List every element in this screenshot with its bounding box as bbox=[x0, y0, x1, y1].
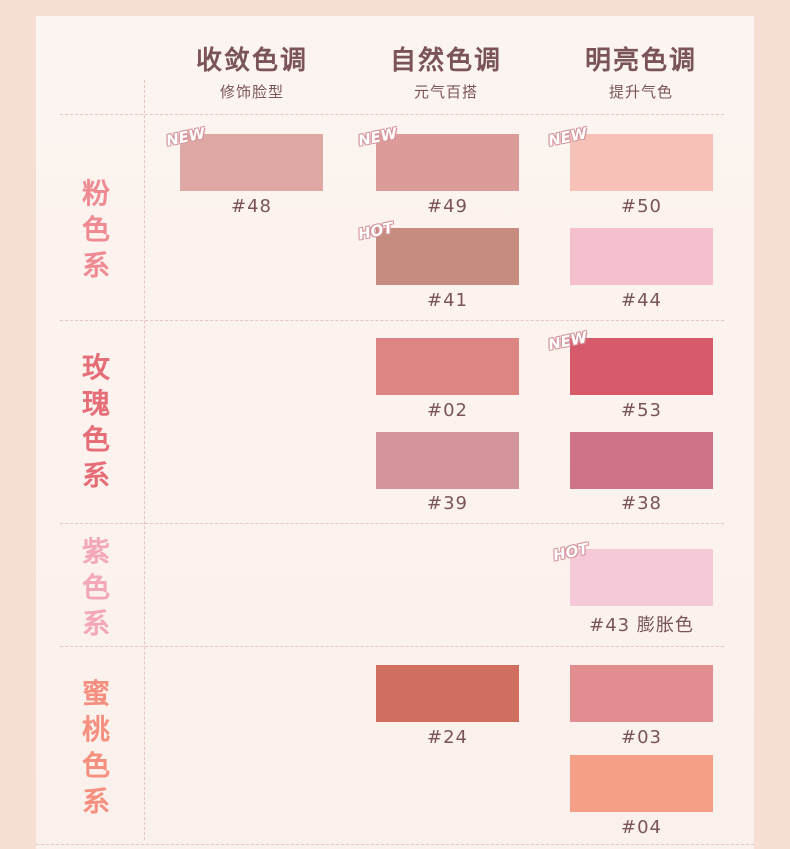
swatch-code: #04 bbox=[621, 817, 662, 838]
category-char: 色 bbox=[81, 571, 110, 604]
swatch-41[interactable] bbox=[376, 228, 519, 285]
swatch-code: #03 bbox=[621, 727, 662, 748]
divider-header bbox=[60, 114, 724, 115]
category-char: 色 bbox=[81, 423, 110, 456]
category-char: 紫 bbox=[81, 535, 110, 568]
category-char: 系 bbox=[81, 249, 110, 282]
swatch-code: #41 bbox=[427, 290, 468, 311]
swatch-04[interactable] bbox=[570, 755, 713, 812]
swatch-03[interactable] bbox=[570, 665, 713, 722]
swatch-24[interactable] bbox=[376, 665, 519, 722]
category-char: 色 bbox=[81, 213, 110, 246]
category-purple: 紫 色 系 bbox=[78, 534, 114, 642]
category-char: 系 bbox=[81, 459, 110, 492]
column-header-natural: 自然色调 元气百搭 bbox=[366, 40, 526, 102]
swatch-49[interactable] bbox=[376, 134, 519, 191]
category-pink: 粉 色 系 bbox=[78, 176, 114, 284]
swatch-53[interactable] bbox=[570, 338, 713, 395]
divider-pink-rose bbox=[60, 320, 724, 321]
category-char: 系 bbox=[81, 785, 110, 818]
column-subtitle: 提升气色 bbox=[608, 83, 673, 101]
column-subtitle: 修饰脸型 bbox=[219, 83, 284, 101]
divider-rose-purple bbox=[60, 523, 724, 524]
swatch-code: #02 bbox=[427, 400, 468, 421]
swatch-code: #50 bbox=[621, 196, 662, 217]
swatch-38[interactable] bbox=[570, 432, 713, 489]
swatch-code: #53 bbox=[621, 400, 662, 421]
column-subtitle: 元气百搭 bbox=[413, 83, 478, 101]
swatch-code: #39 bbox=[427, 493, 468, 514]
swatch-50[interactable] bbox=[570, 134, 713, 191]
swatch-code: #48 bbox=[231, 196, 272, 217]
category-char: 系 bbox=[81, 607, 110, 640]
divider-purple-peach bbox=[60, 646, 724, 647]
column-header-bright: 明亮色调 提升气色 bbox=[561, 40, 721, 102]
swatch-code: #24 bbox=[427, 727, 468, 748]
category-char: 色 bbox=[81, 749, 110, 782]
swatch-code: #44 bbox=[621, 290, 662, 311]
category-char: 瑰 bbox=[81, 387, 110, 420]
swatch-code: #38 bbox=[621, 493, 662, 514]
column-header-contour: 收敛色调 修饰脸型 bbox=[172, 40, 332, 102]
column-title: 收敛色调 bbox=[195, 46, 308, 76]
divider-vertical bbox=[144, 80, 145, 840]
column-title: 自然色调 bbox=[389, 46, 502, 76]
category-char: 粉 bbox=[81, 177, 110, 210]
category-char: 蜜 bbox=[81, 677, 110, 710]
swatch-code: #49 bbox=[427, 196, 468, 217]
category-char: 玫 bbox=[81, 351, 110, 384]
divider-bottom bbox=[36, 844, 754, 845]
swatch-02[interactable] bbox=[376, 338, 519, 395]
swatch-43[interactable] bbox=[570, 549, 713, 606]
column-title: 明亮色调 bbox=[584, 46, 697, 76]
swatch-code: #43 膨胀色 bbox=[589, 615, 694, 636]
category-rose: 玫 瑰 色 系 bbox=[78, 350, 114, 494]
swatch-44[interactable] bbox=[570, 228, 713, 285]
category-char: 桃 bbox=[81, 713, 110, 746]
swatch-48[interactable] bbox=[180, 134, 323, 191]
category-peach: 蜜 桃 色 系 bbox=[78, 676, 114, 820]
swatch-39[interactable] bbox=[376, 432, 519, 489]
